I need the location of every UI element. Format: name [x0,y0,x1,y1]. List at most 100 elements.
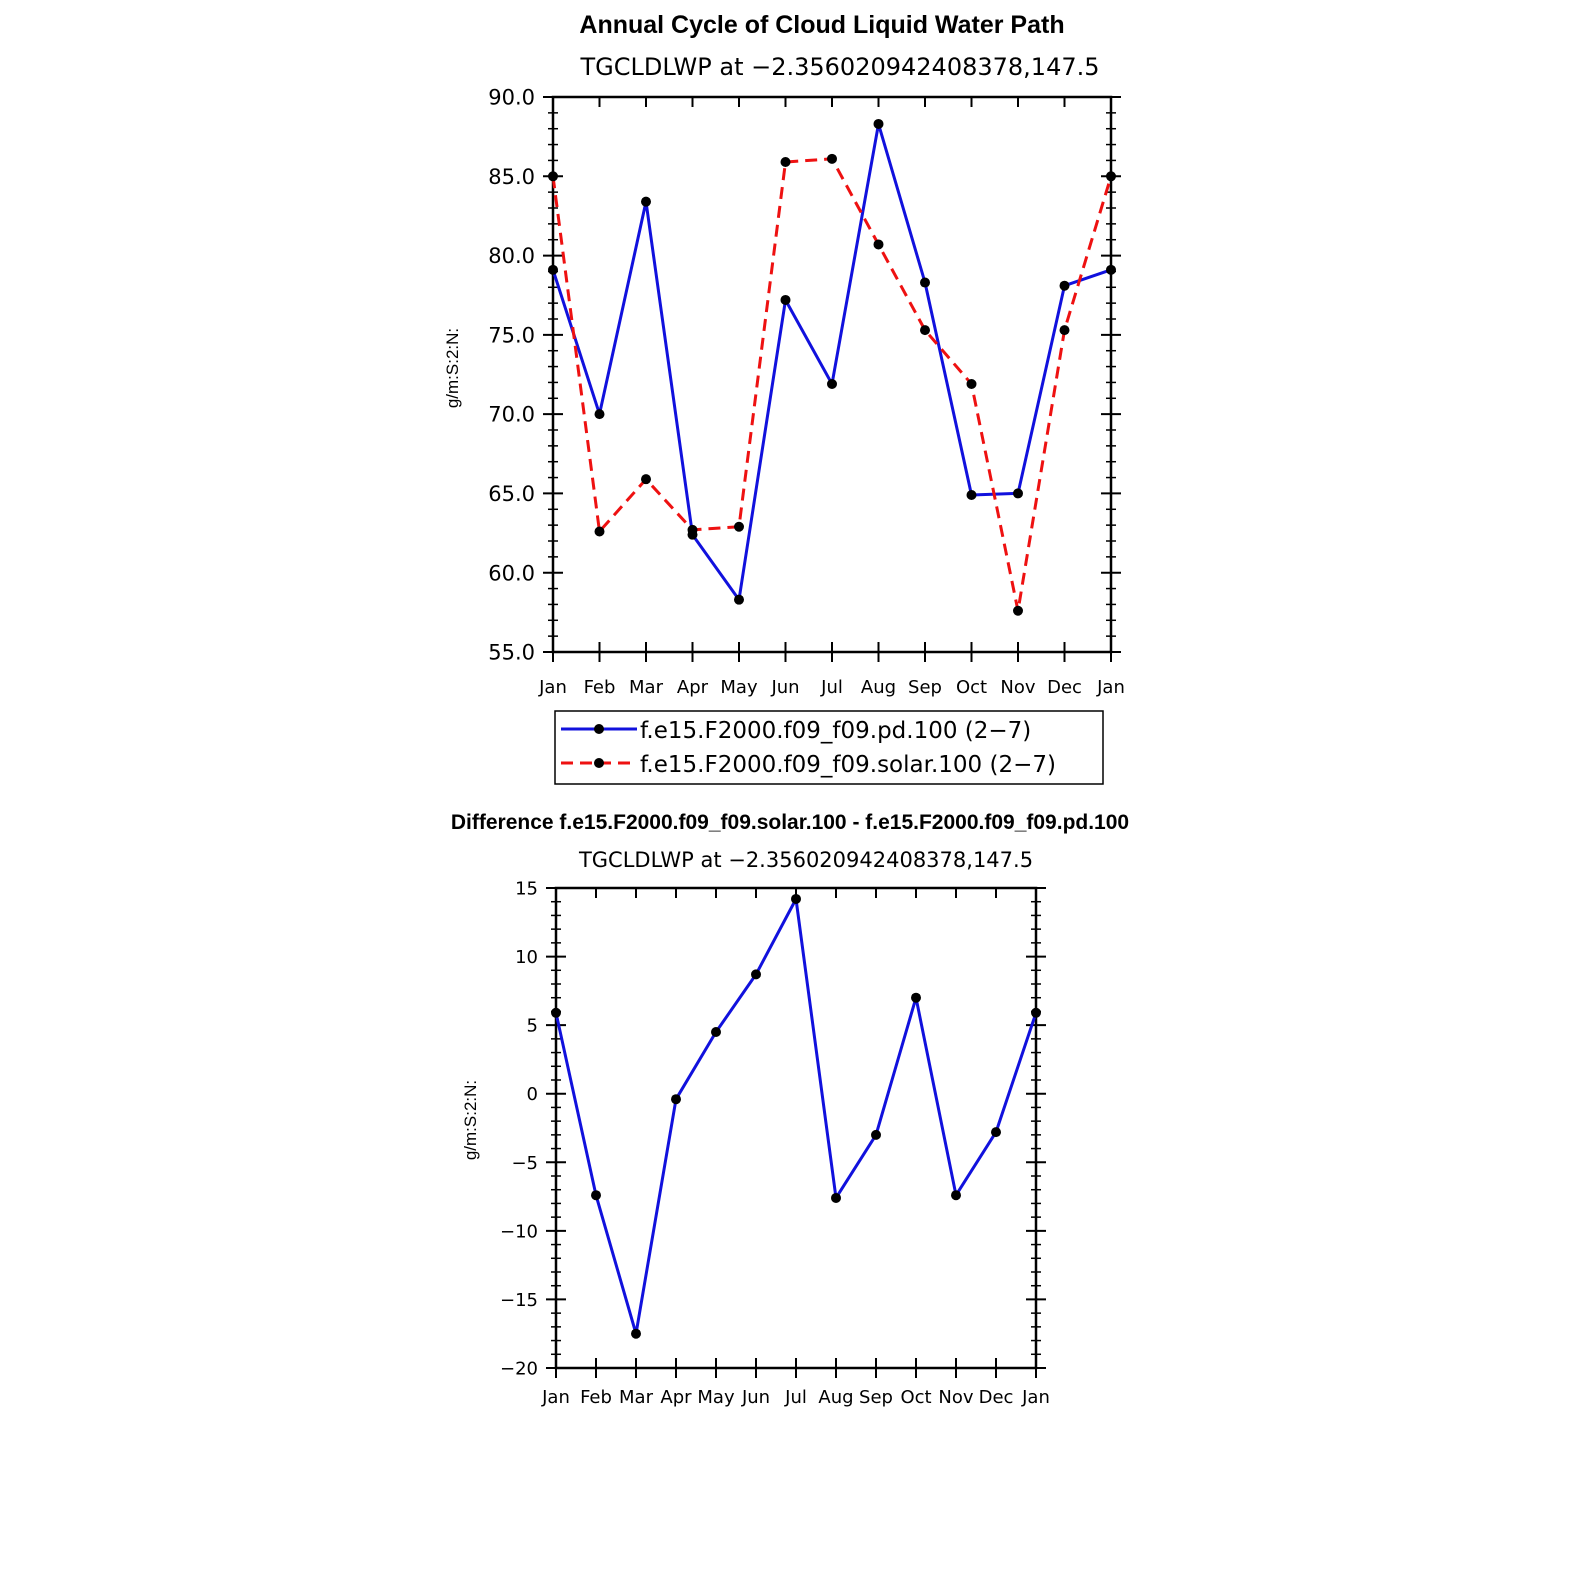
chart2-series-1-point [1031,1007,1041,1018]
annual-cycle-chart: Annual Cycle of Cloud Liquid Water Path … [443,11,1125,785]
chart2-title: Difference f.e15.F2000.f09_f09.solar.100… [451,811,1129,834]
chart2-ytick-label: 0 [527,1084,538,1105]
legend-box [554,710,1104,785]
chart1-xtick-label: Jul [820,677,843,698]
chart2-xtick-label: Apr [660,1387,692,1408]
chart2-series [554,897,1038,1336]
legend-label-solar: f.e15.F2000.f09_f09.solar.100 (2−7) [640,752,1056,778]
chart1-series-1-point [827,379,837,390]
chart1-series-2-point [966,379,977,390]
chart1-ytick-label: 70.0 [488,403,535,427]
chart1-series-1-point [1013,488,1023,499]
chart1-series-2-point [687,524,698,535]
chart2-series-1-point [871,1129,881,1140]
chart2-xtick-label: Nov [938,1387,973,1408]
chart2-xtick-label: Feb [580,1387,612,1408]
chart1-series-1-point [734,594,744,605]
chart2-ytick-label: −15 [500,1290,538,1311]
chart2-ytick-label: −5 [511,1153,538,1174]
chart2-xtick-label: Oct [900,1387,931,1408]
chart1-markers [548,118,1116,616]
chart2-ytick-label: 10 [515,947,538,968]
chart2-series-1-point [791,893,801,904]
chart1-xtick-label: Apr [677,677,709,698]
chart1-xtick-label: Jan [1096,677,1125,698]
chart2-axes: −20 −15 −10 −5 0 5 10 15 Jan Feb Mar Apr May Jun Jul Au… [500,878,1050,1408]
chart1-ytick-label: 80.0 [488,244,535,268]
chart2-series-1-point [991,1127,1001,1138]
chart2-series-1-point [911,992,921,1003]
chart1-xtick-label: Mar [629,677,664,698]
chart2-subtitle: TGCLDLWP at −2.356020942408378,147.5 [578,848,1033,872]
chart2-ytick-label: −20 [500,1358,538,1379]
chart1-title: Annual Cycle of Cloud Liquid Water Path [579,11,1064,39]
chart2-series-1-point [751,969,761,980]
chart1-series-2-point [594,526,605,537]
chart1-series-2-point [873,239,884,250]
chart1-series [551,122,1113,613]
chart2-series-1-point [671,1094,681,1105]
chart1-series-1-point [1106,264,1116,275]
chart1-xtick-label: Sep [908,677,942,698]
chart2-ytick-label: 15 [515,878,538,899]
chart2-xtick-label: Mar [619,1387,654,1408]
chart1-series-2-point [641,474,651,485]
chart1-xtick-label: May [720,677,758,698]
legend-marker-solar [594,758,604,768]
chart1-series-1-point [873,118,884,129]
chart2-series-1-point [631,1328,641,1339]
legend-marker-pd [594,724,604,734]
chart1-xtick-label: Dec [1047,677,1082,698]
chart1-xtick-label: Feb [584,677,616,698]
chart1-series-2-point [780,157,791,168]
chart2-xtick-label: Aug [818,1387,853,1408]
chart1-series-1-point [920,277,930,288]
chart2-xtick-label: Jan [541,1387,570,1408]
chart2-xtick-label: Dec [979,1387,1014,1408]
chart1-ytick-label: 85.0 [488,165,535,189]
chart2-series-1-point [591,1190,601,1201]
chart1-ytick-label: 90.0 [488,86,535,110]
chart2-series-1-line [554,897,1038,1336]
difference-chart: Difference f.e15.F2000.f09_f09.solar.100… [451,811,1129,1408]
chart1-axes: 55.0 60.0 65.0 70.0 75.0 80.0 85.0 90.0 Jan Feb Ma… [488,86,1125,698]
chart1-series-1-line [551,122,1112,602]
chart1-ylabel: g/m:S:2:N: [443,328,462,408]
chart2-series-1-point [831,1192,841,1203]
chart2-xtick-label: Sep [859,1387,893,1408]
chart1-ytick-label: 60.0 [488,561,535,585]
chart1-series-1-point [780,294,791,305]
chart1-series-1-point [641,196,651,207]
chart1-ytick-label: 65.0 [488,482,535,506]
chart1-series-1-point [548,264,558,275]
chart2-frame [554,886,1038,1370]
chart1-series-2-point [1106,171,1116,182]
chart2-xtick-label: May [697,1387,735,1408]
chart2-xtick-label: Jul [784,1387,807,1408]
chart1-series-2-point [1013,605,1023,616]
chart2-series-1-point [711,1027,721,1037]
chart1-ytick-label: 55.0 [488,641,535,665]
chart1-xtick-label: Jun [770,677,799,698]
chart2-ytick-label: 5 [527,1016,538,1037]
chart1-series-1-point [1059,280,1070,291]
legend-label-pd: f.e15.F2000.f09_f09.pd.100 (2−7) [640,718,1031,744]
chart1-series-2-point [734,521,744,532]
legend: f.e15.F2000.f09_f09.pd.100 (2−7) f.e15.F… [554,710,1104,785]
chart1-xtick-label: Jan [538,677,567,698]
chart1-series-1-point [966,490,977,501]
chart1-series-1-point [594,409,605,420]
chart1-series-2-point [548,171,558,182]
chart2-series-1-point [551,1007,561,1018]
chart1-frame [551,95,1113,654]
chart1-subtitle: TGCLDLWP at −2.356020942408378,147.5 [580,53,1100,81]
chart2-ytick-label: −10 [500,1221,538,1242]
chart2-ylabel: g/m:S:2:N: [461,1080,480,1160]
chart1-xtick-label: Aug [861,677,896,698]
chart1-ytick-label: 75.0 [488,323,535,347]
chart2-series-1-point [951,1190,961,1201]
chart1-series-2-point [920,325,930,336]
chart1-series-2-point [1059,325,1070,336]
chart2-markers [551,893,1041,1339]
chart1-xtick-label: Oct [956,677,987,698]
